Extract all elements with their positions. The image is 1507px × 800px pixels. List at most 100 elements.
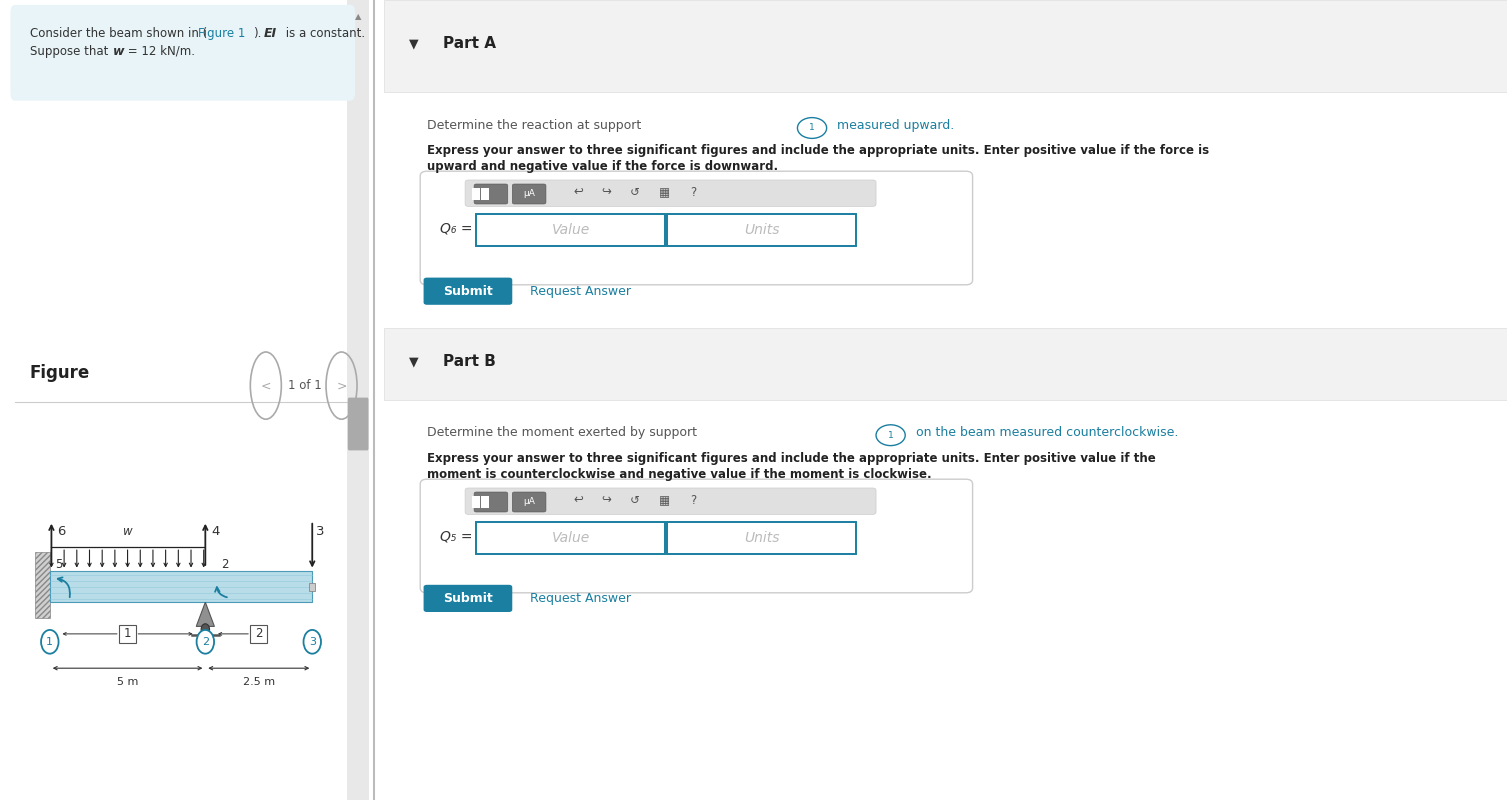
Text: is a constant.: is a constant. xyxy=(282,27,366,40)
Text: EI: EI xyxy=(264,27,277,40)
Text: 2: 2 xyxy=(202,637,209,646)
FancyBboxPatch shape xyxy=(420,479,972,593)
Circle shape xyxy=(200,624,209,635)
Text: w: w xyxy=(122,526,133,538)
Text: Request Answer: Request Answer xyxy=(530,592,631,605)
Text: Units: Units xyxy=(744,531,779,546)
Circle shape xyxy=(797,118,827,138)
FancyBboxPatch shape xyxy=(384,612,1507,800)
Text: ?: ? xyxy=(690,186,696,199)
Text: Units: Units xyxy=(744,223,779,238)
FancyBboxPatch shape xyxy=(347,0,369,800)
FancyBboxPatch shape xyxy=(512,492,546,512)
Text: on the beam measured counterclockwise.: on the beam measured counterclockwise. xyxy=(912,426,1178,439)
Text: measured upward.: measured upward. xyxy=(833,119,954,132)
Text: 2: 2 xyxy=(255,627,262,640)
Text: μA: μA xyxy=(523,189,535,198)
Text: Q₅ =: Q₅ = xyxy=(440,530,473,544)
Text: Q₆ =: Q₆ = xyxy=(440,222,473,236)
Text: ▼: ▼ xyxy=(408,355,419,368)
FancyBboxPatch shape xyxy=(481,496,488,508)
FancyBboxPatch shape xyxy=(481,188,488,200)
Text: μA: μA xyxy=(523,497,535,506)
FancyBboxPatch shape xyxy=(475,184,508,204)
FancyBboxPatch shape xyxy=(472,188,479,200)
Text: 1: 1 xyxy=(47,637,53,646)
FancyBboxPatch shape xyxy=(384,328,1507,400)
Text: Value: Value xyxy=(552,531,589,546)
Text: ↪: ↪ xyxy=(601,494,612,507)
Text: 2: 2 xyxy=(222,558,229,570)
Text: 1: 1 xyxy=(809,123,815,133)
FancyBboxPatch shape xyxy=(384,0,1507,92)
Text: Value: Value xyxy=(552,223,589,238)
FancyBboxPatch shape xyxy=(348,398,369,450)
Text: Part B: Part B xyxy=(443,354,496,369)
Text: Request Answer: Request Answer xyxy=(530,285,631,298)
FancyBboxPatch shape xyxy=(11,6,354,100)
Text: ↺: ↺ xyxy=(630,494,639,507)
FancyBboxPatch shape xyxy=(476,214,665,246)
Text: 1: 1 xyxy=(124,627,131,640)
Text: ▦: ▦ xyxy=(660,494,671,507)
Text: Consider the beam shown in (: Consider the beam shown in ( xyxy=(30,27,206,40)
Text: ↪: ↪ xyxy=(601,186,612,199)
FancyBboxPatch shape xyxy=(668,214,856,246)
Circle shape xyxy=(196,630,214,654)
FancyBboxPatch shape xyxy=(250,625,267,642)
FancyBboxPatch shape xyxy=(466,180,876,206)
Polygon shape xyxy=(35,552,50,618)
Text: 5: 5 xyxy=(56,558,63,570)
Circle shape xyxy=(303,630,321,654)
Text: ↩: ↩ xyxy=(574,186,583,199)
FancyBboxPatch shape xyxy=(475,492,508,512)
Text: ?: ? xyxy=(690,494,696,507)
Text: Figure: Figure xyxy=(30,364,90,382)
FancyBboxPatch shape xyxy=(472,496,479,508)
Text: ▲: ▲ xyxy=(354,12,362,21)
Text: 5 m: 5 m xyxy=(118,677,139,687)
FancyBboxPatch shape xyxy=(384,400,1507,652)
Circle shape xyxy=(876,425,906,446)
Text: ↺: ↺ xyxy=(630,186,639,199)
Text: 1: 1 xyxy=(888,430,894,440)
FancyBboxPatch shape xyxy=(384,96,1507,324)
Text: Express your answer to three significant figures and include the appropriate uni: Express your answer to three significant… xyxy=(426,452,1156,465)
Text: 2.5 m: 2.5 m xyxy=(243,677,274,687)
FancyBboxPatch shape xyxy=(423,585,512,612)
FancyBboxPatch shape xyxy=(420,171,972,285)
Text: w: w xyxy=(113,45,124,58)
FancyBboxPatch shape xyxy=(119,625,136,642)
FancyBboxPatch shape xyxy=(309,583,315,590)
Text: Figure 1: Figure 1 xyxy=(197,27,246,40)
FancyBboxPatch shape xyxy=(668,522,856,554)
Text: ▦: ▦ xyxy=(660,186,671,199)
Text: 3: 3 xyxy=(316,525,324,538)
Circle shape xyxy=(41,630,59,654)
Text: = 12 kN/m.: = 12 kN/m. xyxy=(124,45,194,58)
Text: Submit: Submit xyxy=(443,592,493,605)
Text: Determine the reaction at support: Determine the reaction at support xyxy=(426,119,645,132)
Text: Submit: Submit xyxy=(443,285,493,298)
Text: <: < xyxy=(261,379,271,392)
Text: Part A: Part A xyxy=(443,37,496,51)
FancyBboxPatch shape xyxy=(423,278,512,305)
Text: >: > xyxy=(336,379,347,392)
FancyBboxPatch shape xyxy=(512,184,546,204)
Polygon shape xyxy=(196,602,214,626)
FancyBboxPatch shape xyxy=(466,488,876,514)
Text: 6: 6 xyxy=(57,525,66,538)
Text: moment is counterclockwise and negative value if the moment is clockwise.: moment is counterclockwise and negative … xyxy=(426,468,931,481)
Text: Express your answer to three significant figures and include the appropriate uni: Express your answer to three significant… xyxy=(426,144,1209,157)
Text: 4: 4 xyxy=(211,525,220,538)
Text: Suppose that: Suppose that xyxy=(30,45,112,58)
Text: Determine the moment exerted by support: Determine the moment exerted by support xyxy=(426,426,701,439)
Text: 1 of 1: 1 of 1 xyxy=(288,379,321,392)
Text: ↩: ↩ xyxy=(574,494,583,507)
FancyBboxPatch shape xyxy=(476,522,665,554)
Text: upward and negative value if the force is downward.: upward and negative value if the force i… xyxy=(426,160,778,173)
Polygon shape xyxy=(50,571,312,602)
Text: ▼: ▼ xyxy=(408,38,419,50)
Text: ).: ). xyxy=(253,27,261,40)
Text: 3: 3 xyxy=(309,637,316,646)
